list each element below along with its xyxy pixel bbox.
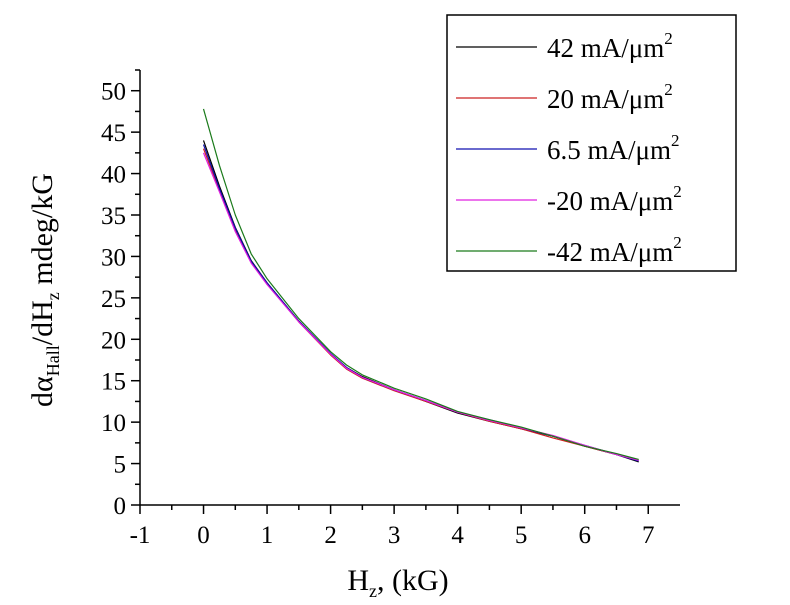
x-tick-label: -1 [130, 522, 151, 549]
legend-frame [446, 14, 737, 272]
legend: 42 mA/μm2 20 mA/μm2 6.5 mA/μm2 -20 mA/μm2 -4… [446, 14, 737, 272]
y-tick-label: 40 [101, 162, 126, 189]
y-tick-label: 10 [101, 410, 126, 437]
x-axis-title: Hz, (kG) [347, 564, 448, 601]
y-tick-label: 20 [101, 327, 126, 354]
legend-label: -20 mA/μm2 [547, 182, 682, 216]
x-tick-label: 4 [451, 522, 464, 549]
plot-area [202, 108, 639, 463]
series-line-4 [202, 152, 639, 461]
y-tick-label: 30 [101, 244, 126, 271]
y-tick-label: 0 [114, 493, 127, 520]
y-tick-label: 5 [114, 452, 127, 479]
series-line-5 [202, 108, 639, 460]
y-tick-label: 15 [101, 369, 126, 396]
y-tick-label: 25 [101, 286, 126, 313]
legend-label: 6.5 mA/μm2 [547, 131, 679, 165]
legend-label: 42 mA/μm2 [547, 29, 673, 63]
x-tick-label: 2 [324, 522, 337, 549]
y-axis-title: dαHall/dHz mdeg/kG [26, 173, 63, 407]
axes [131, 69, 680, 514]
y-tick-label: 35 [101, 203, 126, 230]
x-tick-label: 7 [642, 522, 655, 549]
y-tick-label: 50 [101, 79, 126, 106]
x-tick-label: 5 [515, 522, 528, 549]
x-tick-label: 0 [197, 522, 210, 549]
x-tick-label: 6 [578, 522, 591, 549]
x-tick-label: 1 [261, 522, 274, 549]
y-tick-label: 45 [101, 120, 126, 147]
legend-label: 20 mA/μm2 [547, 80, 673, 114]
x-tick-label: 3 [388, 522, 401, 549]
legend-label: -42 mA/μm2 [547, 233, 682, 267]
